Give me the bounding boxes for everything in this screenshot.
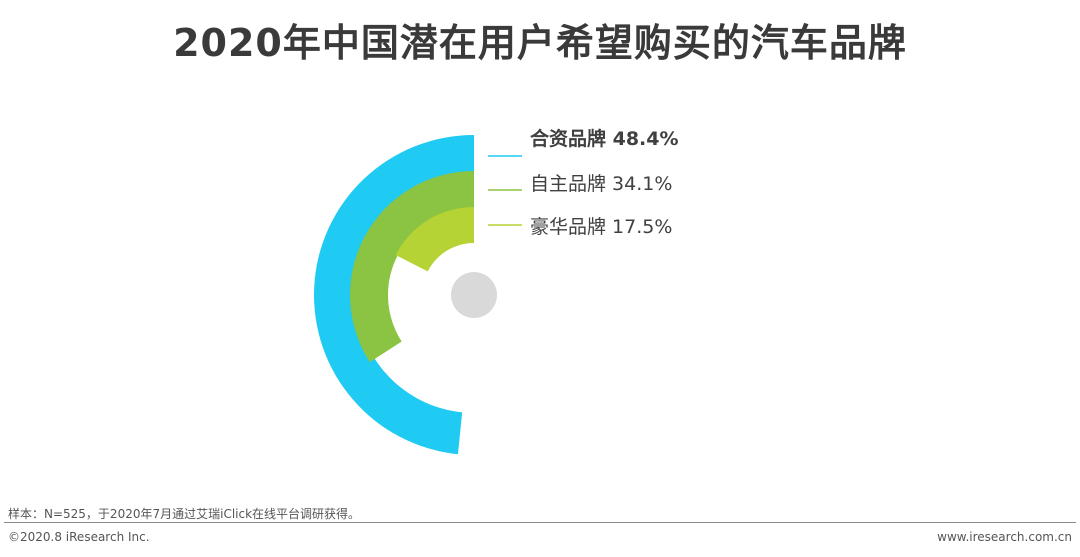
copyright: ©2020.8 iResearch Inc. bbox=[8, 530, 150, 544]
website: www.iresearch.com.cn bbox=[937, 530, 1072, 544]
legend-label-2: 自主品牌 34.1% bbox=[530, 173, 672, 195]
center-dot bbox=[451, 272, 497, 318]
footnote: 样本：N=525，于2020年7月通过艾瑞iClick在线平台调研获得。 bbox=[8, 507, 361, 521]
footer-divider bbox=[4, 522, 1076, 523]
rings-group bbox=[314, 135, 474, 455]
radial-bar-chart: 合资品牌 48.4% 自主品牌 34.1% 豪华品牌 17.5% bbox=[314, 127, 679, 455]
legend-label-3: 豪华品牌 17.5% bbox=[530, 216, 672, 238]
legend-group: 合资品牌 48.4% 自主品牌 34.1% 豪华品牌 17.5% bbox=[488, 127, 679, 238]
ring-bar-1 bbox=[314, 135, 474, 455]
ring-bar-3 bbox=[395, 207, 474, 272]
ring-bar-2 bbox=[350, 171, 474, 363]
legend-label-1: 合资品牌 48.4% bbox=[530, 127, 679, 150]
chart-title: 2020年中国潜在用户希望购买的汽车品牌 bbox=[173, 21, 907, 65]
